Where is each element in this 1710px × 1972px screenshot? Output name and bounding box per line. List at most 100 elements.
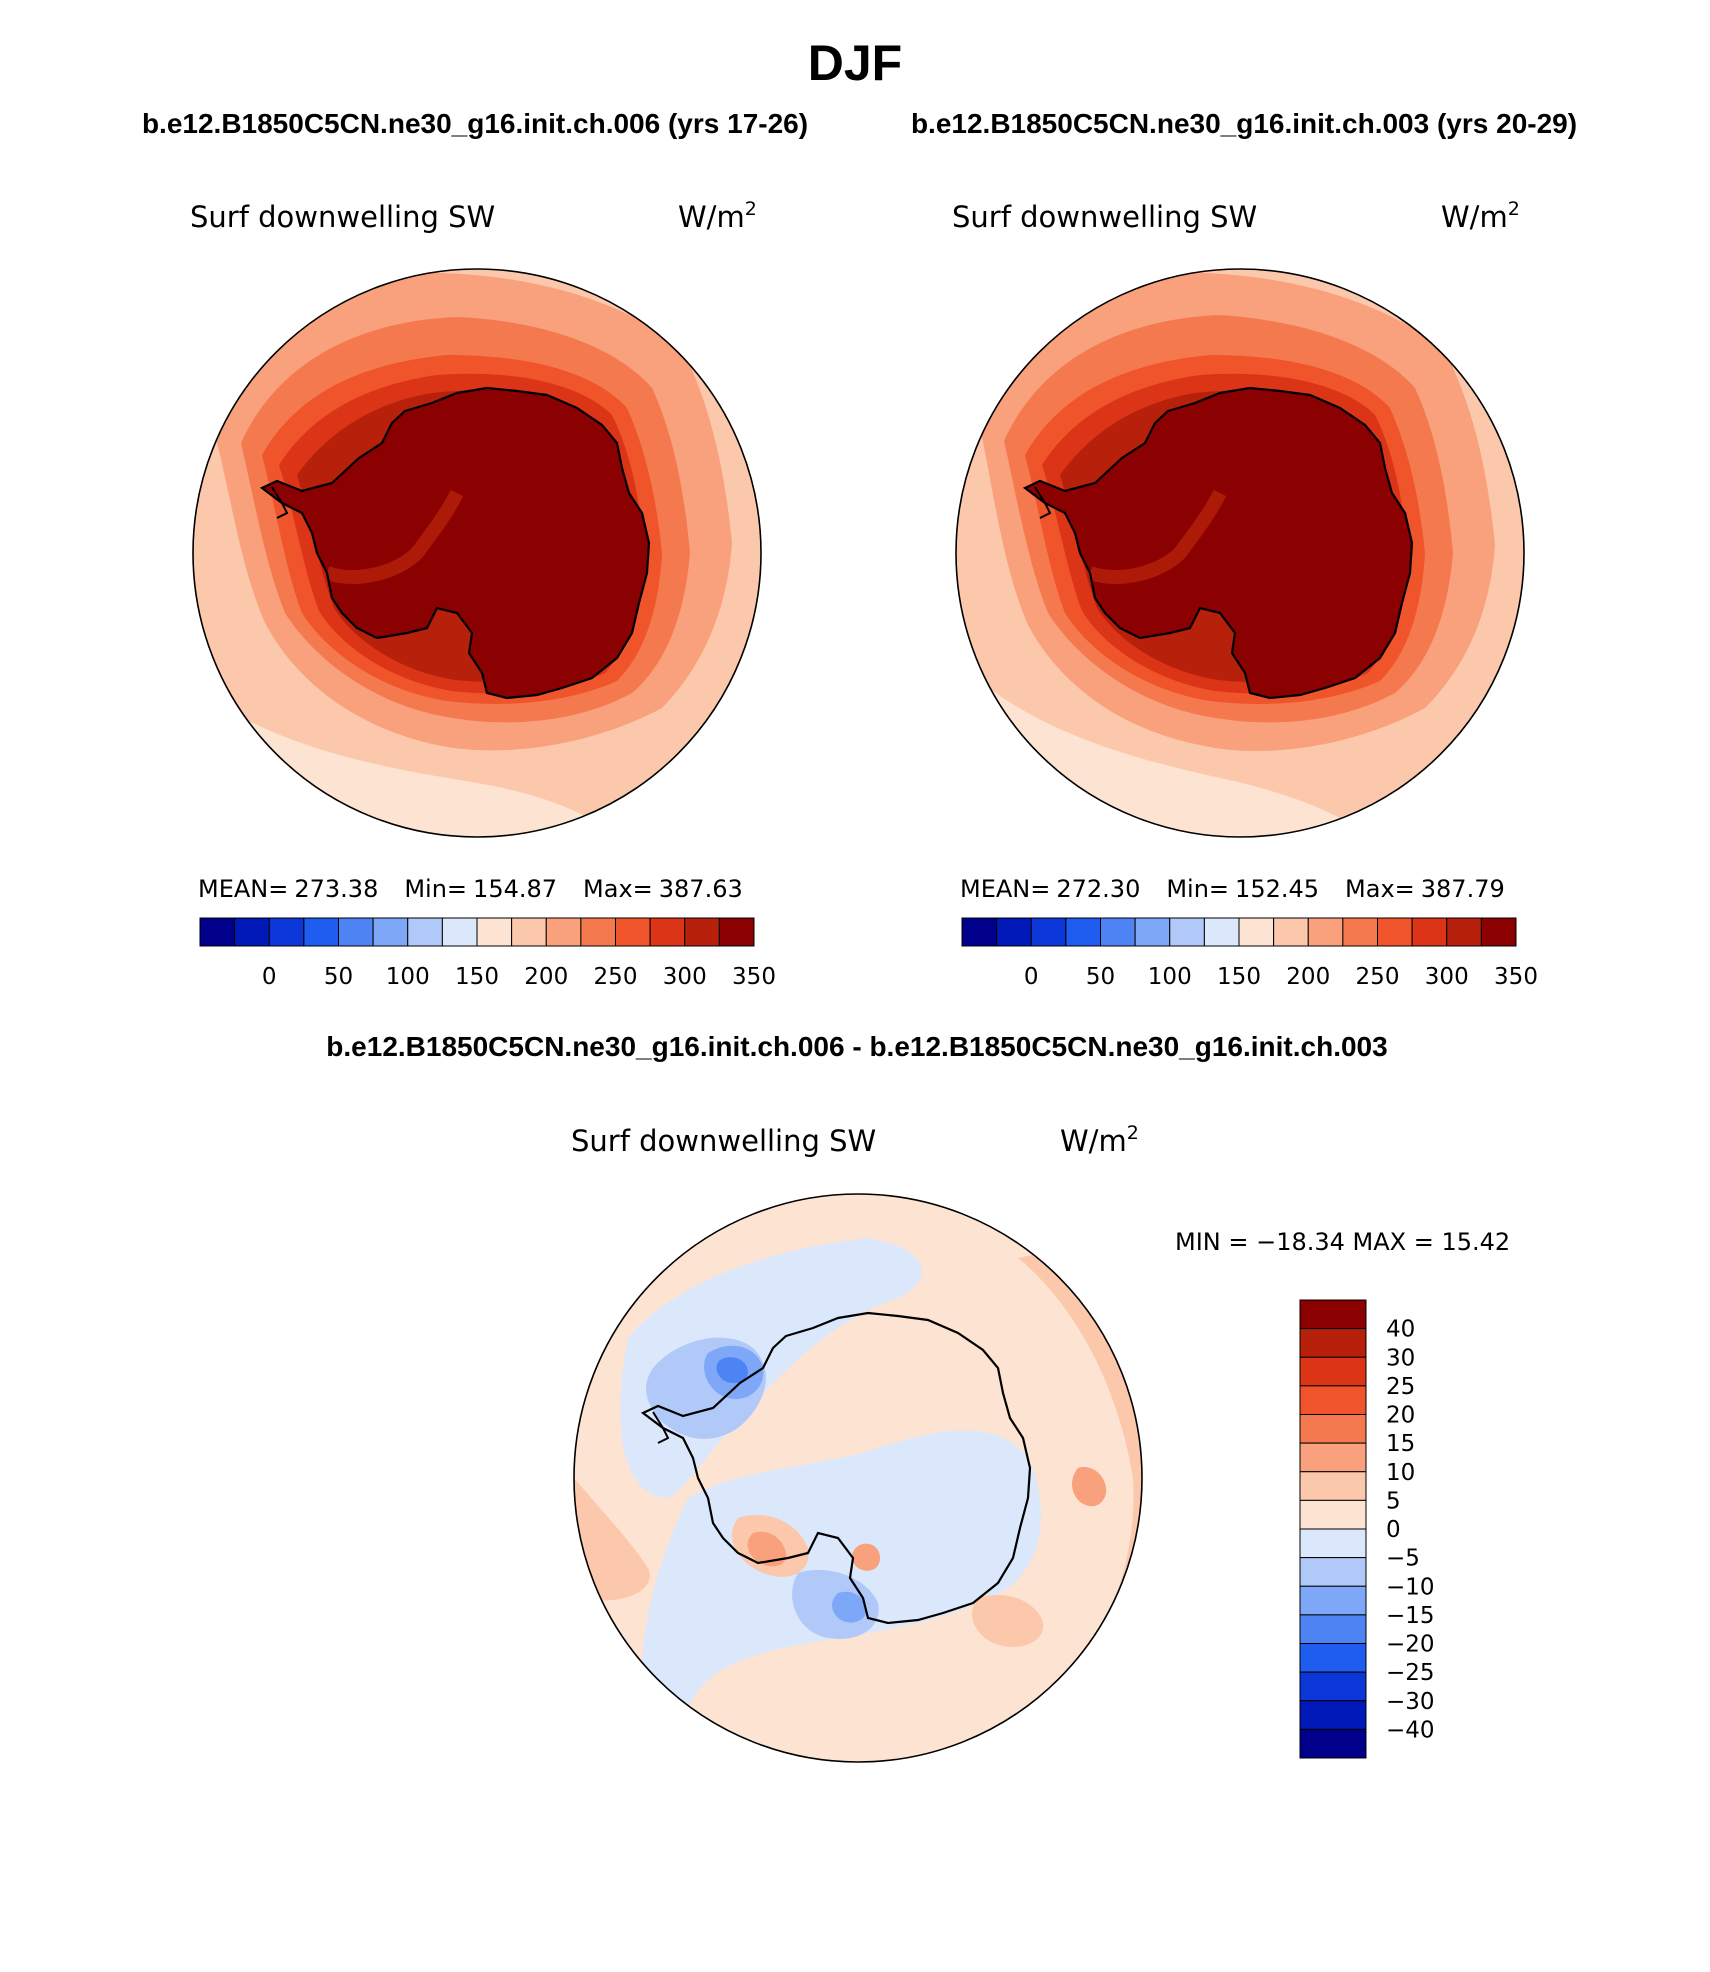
colorbar-tick-label: −10	[1386, 1574, 1435, 1600]
colorbar-tick-label: 350	[1494, 964, 1538, 990]
colorbar-swatch	[1299, 1585, 1367, 1616]
colorbar-tick-label: 15	[1386, 1431, 1415, 1457]
map-boundary	[955, 268, 1525, 838]
colorbar-tick-label: −20	[1386, 1632, 1435, 1658]
colorbar-swatch	[545, 917, 582, 947]
colorbar-swatch	[1299, 1385, 1367, 1415]
colorbar-swatch	[1100, 917, 1136, 947]
panel-a-variable-title: Surf downwelling SW	[190, 200, 495, 234]
colorbar-swatch	[1299, 1700, 1367, 1730]
colorbar-swatch	[441, 917, 478, 947]
colorbar-tick-label: 20	[1386, 1403, 1415, 1429]
colorbar-swatch	[1299, 1356, 1367, 1387]
map-boundary	[192, 268, 762, 838]
panel-a-colorbar-labels: 0 50 100 150 200 250 300 350	[262, 964, 776, 990]
panel-b-variable-title: Surf downwelling SW	[952, 200, 1257, 234]
colorbar-tick-label: −15	[1386, 1603, 1435, 1629]
colorbar-swatch	[649, 917, 686, 947]
colorbar-swatch	[268, 917, 305, 947]
colorbar-tick-label: −40	[1386, 1717, 1435, 1743]
colorbar-swatch	[1299, 1671, 1367, 1702]
colorbar-swatch	[1203, 917, 1240, 947]
colorbar-swatch	[1299, 1499, 1367, 1530]
colorbar-tick-label: 25	[1386, 1374, 1415, 1400]
colorbar-tick-label: 10	[1386, 1460, 1415, 1486]
colorbar-tick-label: 0	[1386, 1517, 1401, 1543]
colorbar-tick-label: 150	[455, 964, 499, 990]
colorbar-swatch	[1342, 917, 1378, 947]
panel-b-stats: MEAN= 272.30 Min= 152.45 Max= 387.79	[960, 875, 1505, 903]
peninsula-outline	[1034, 486, 1052, 519]
colorbar-swatch	[511, 917, 547, 947]
colorbar-tick-label: −5	[1386, 1546, 1420, 1572]
colorbar-tick-label: 100	[1148, 964, 1192, 990]
colorbar-swatch	[961, 917, 998, 947]
colorbar-swatch	[1299, 1299, 1367, 1330]
colorbar-swatch	[234, 917, 270, 947]
colorbar-tick-label: 150	[1217, 964, 1261, 990]
panel-b-colorbar	[961, 917, 1517, 947]
colorbar-tick-label: 0	[262, 964, 277, 990]
colorbar-tick-label: 0	[1024, 964, 1039, 990]
panel-c-units: W/m2	[1060, 1122, 1139, 1158]
colorbar-swatch	[1238, 917, 1275, 947]
colorbar-swatch	[1299, 1471, 1367, 1501]
colorbar-swatch	[615, 917, 651, 947]
colorbar-tick-label: −30	[1386, 1689, 1435, 1715]
colorbar-swatch	[1299, 1328, 1367, 1358]
panel-c-minmax: MIN = −18.34 MAX = 15.42	[1175, 1228, 1510, 1256]
colorbar-tick-label: 200	[524, 964, 568, 990]
positive-region	[972, 1594, 1044, 1647]
colorbar-tick-label: 300	[1425, 964, 1469, 990]
colorbar-tick-label: 350	[732, 964, 776, 990]
panel-c-variable-title: Surf downwelling SW	[571, 1124, 876, 1158]
colorbar-tick-label: 50	[324, 964, 353, 990]
colorbar-tick-label: 40	[1386, 1317, 1415, 1343]
colorbar-tick-label: 300	[663, 964, 707, 990]
negative-region	[832, 1591, 867, 1623]
positive-region	[574, 1478, 650, 1601]
colorbar-swatch	[1299, 1557, 1367, 1587]
colorbar-swatch	[1307, 917, 1344, 947]
subtitle-right: b.e12.B1850C5CN.ne30_g16.init.ch.003 (yr…	[911, 108, 1577, 139]
colorbar-swatch	[1273, 917, 1309, 947]
figure-title: DJF	[808, 35, 902, 91]
colorbar-tick-label: 100	[386, 964, 430, 990]
negative-peak	[716, 1357, 748, 1384]
panel-c-colorbar	[1299, 1299, 1367, 1759]
difference-title: b.e12.B1850C5CN.ne30_g16.init.ch.006 - b…	[326, 1031, 1387, 1062]
colorbar-swatch	[407, 917, 443, 947]
positive-region	[852, 1543, 880, 1571]
colorbar-tick-label: 5	[1386, 1488, 1401, 1514]
panel-a-map	[192, 268, 762, 838]
colorbar-tick-label: 30	[1386, 1345, 1415, 1371]
colorbar-swatch	[1134, 917, 1171, 947]
colorbar-swatch	[1480, 917, 1517, 947]
ross-ice-shelf-shade	[324, 489, 464, 584]
panel-model-003: Surf downwelling SW W/m2 MEAN= 272.30 Min=…	[952, 198, 1538, 990]
colorbar-swatch	[303, 917, 339, 947]
positive-region	[747, 1531, 787, 1567]
colorbar-swatch	[1411, 917, 1448, 947]
colorbar-swatch	[1169, 917, 1205, 947]
map-boundary	[573, 1193, 1143, 1763]
colorbar-swatch	[1299, 1728, 1367, 1759]
colorbar-swatch	[684, 917, 720, 947]
panel-b-map	[955, 268, 1525, 838]
panel-a-stats: MEAN= 273.38 Min= 154.87 Max= 387.63	[198, 875, 743, 903]
colorbar-tick-label: −25	[1386, 1660, 1435, 1686]
colorbar-tick-label: 200	[1286, 964, 1330, 990]
colorbar-swatch	[1446, 917, 1482, 947]
colorbar-swatch	[372, 917, 409, 947]
peninsula-outline	[271, 486, 289, 519]
panel-model-006: Surf downwelling SW W/m2 MEAN= 273.38 Min=…	[190, 198, 776, 990]
positive-region	[1072, 1467, 1107, 1507]
colorbar-swatch	[580, 917, 616, 947]
colorbar-swatch	[996, 917, 1032, 947]
colorbar-swatch	[476, 917, 513, 947]
panel-c-map	[573, 1193, 1143, 1763]
panel-a-units: W/m2	[678, 198, 757, 234]
panel-b-colorbar-labels: 0 50 100 150 200 250 300 350	[1024, 964, 1538, 990]
